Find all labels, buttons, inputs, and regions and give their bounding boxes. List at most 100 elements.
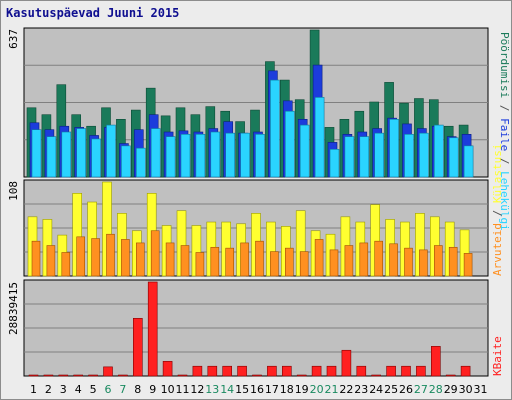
bar-lehekülgi-day-27 — [419, 132, 429, 178]
bar-kbaite-day-19 — [296, 374, 307, 377]
bar-lehekülgi-day-22 — [344, 136, 355, 178]
panel-middle-bars — [27, 181, 473, 277]
bar-kbaite-day-17 — [267, 365, 277, 377]
bar-arvuteid-day-17 — [270, 251, 279, 277]
bar-arvuteid-day-14 — [225, 247, 234, 277]
bar-arvuteid-day-28 — [433, 245, 443, 277]
label-sep-3: / — [491, 203, 504, 223]
panel-middle-right-labels: Arvuteid / Külastusi — [491, 144, 504, 276]
x-tick-label: 10 — [161, 383, 175, 396]
label-pages: Lehekülgi — [498, 171, 511, 231]
bar-arvuteid-day-30 — [463, 253, 473, 277]
bar-arvuteid-day-2 — [46, 245, 56, 277]
x-tick-label: 18 — [280, 383, 294, 396]
bar-lehekülgi-day-23 — [359, 136, 370, 178]
panel-middle-ymax-label: 108 — [7, 181, 20, 201]
bar-kbaite-day-2 — [43, 374, 54, 377]
x-tick-label: 11 — [176, 383, 190, 396]
bar-arvuteid-day-6 — [106, 233, 115, 277]
bar-lehekülgi-day-4 — [76, 128, 86, 178]
x-axis-day-labels: 1 2 3 4 5 6 7 8 9 10 11 12 13 14 15 16 17 18 19 20 21 22 23 24 2… — [30, 383, 488, 396]
bar-kbaite-day-25 — [386, 365, 396, 377]
x-tick-label: 17 — [265, 383, 279, 396]
bar-lehekülgi-day-29 — [448, 137, 459, 178]
bar-lehekülgi-day-11 — [180, 134, 191, 178]
bar-arvuteid-day-8 — [136, 242, 145, 277]
bar-lehekülgi-day-9 — [150, 128, 161, 178]
bar-kbaite-day-26 — [401, 365, 411, 377]
chart-title: Kasutuspäevad Juuni 2015 — [6, 6, 180, 20]
bar-kbaite-day-5 — [88, 374, 98, 377]
x-tick-label: 12 — [190, 383, 204, 396]
bar-kbaite-day-13 — [207, 365, 218, 377]
bar-lehekülgi-day-16 — [255, 134, 265, 178]
bar-kbaite-day-28 — [430, 346, 441, 377]
bar-arvuteid-day-18 — [284, 247, 294, 277]
bar-lehekülgi-day-18 — [284, 110, 295, 178]
panel-top: 637 Pöördumisi / Faile / Lehekülgi — [7, 27, 511, 231]
bar-arvuteid-day-23 — [359, 242, 369, 277]
bar-lehekülgi-day-26 — [404, 134, 414, 178]
bar-kbaite-day-22 — [341, 349, 352, 377]
label-visits: Külastusi — [491, 144, 504, 204]
panel-top-right-labels: Pöördumisi / Faile / Lehekülgi — [498, 32, 511, 231]
x-tick-label: 4 — [75, 383, 82, 396]
panel-top-bars — [26, 29, 474, 178]
bar-lehekülgi-day-15 — [240, 132, 250, 178]
bar-kbaite-day-18 — [281, 365, 292, 377]
bar-arvuteid-day-29 — [448, 246, 458, 277]
bar-lehekülgi-day-21 — [329, 149, 340, 178]
bar-lehekülgi-day-20 — [314, 97, 325, 178]
x-tick-label: 6 — [105, 383, 112, 396]
bar-kbaite-day-14 — [222, 365, 232, 377]
x-tick-label: 5 — [90, 383, 97, 396]
panel-bottom-ymax-label: 28839415 — [7, 282, 20, 335]
x-tick-label: 29 — [444, 383, 458, 396]
x-tick-label: 31 — [474, 383, 488, 396]
bar-lehekülgi-day-3 — [61, 131, 72, 178]
bar-arvuteid-day-1 — [31, 240, 41, 277]
bar-lehekülgi-day-25 — [389, 119, 399, 178]
bar-kbaite-day-10 — [162, 361, 173, 377]
bar-lehekülgi-day-12 — [195, 134, 206, 178]
label-kbytes: KBaite — [491, 336, 504, 376]
bar-arvuteid-day-20 — [314, 239, 324, 277]
bar-kbaite-day-29 — [445, 374, 456, 377]
bar-arvuteid-day-15 — [240, 242, 249, 277]
bar-lehekülgi-day-6 — [106, 124, 116, 178]
label-sep-1: / — [498, 98, 511, 118]
bar-arvuteid-day-24 — [374, 240, 384, 277]
bar-kbaite-day-15 — [237, 365, 247, 377]
bar-lehekülgi-day-14 — [225, 132, 235, 178]
x-tick-label: 3 — [60, 383, 67, 396]
panel-bottom: 28839415 KBaite — [7, 279, 504, 377]
x-tick-label: 24 — [369, 383, 383, 396]
label-hits: Pöördumisi — [498, 32, 511, 98]
x-tick-label: 8 — [134, 383, 141, 396]
bar-arvuteid-day-9 — [150, 230, 160, 277]
bar-kbaite-day-16 — [252, 374, 262, 377]
label-sep-2: / — [498, 151, 511, 171]
x-tick-label: 20 — [310, 383, 324, 396]
panel-top-ymax-label: 637 — [7, 29, 20, 49]
bar-lehekülgi-day-17 — [270, 79, 280, 178]
bar-kbaite-day-23 — [356, 365, 367, 377]
bar-kbaite-day-24 — [371, 374, 382, 377]
x-tick-label: 25 — [384, 383, 398, 396]
bar-arvuteid-day-5 — [91, 238, 100, 277]
x-tick-label: 21 — [325, 383, 339, 396]
x-tick-label: 9 — [149, 383, 156, 396]
x-tick-label: 15 — [235, 383, 249, 396]
bar-arvuteid-day-10 — [165, 242, 175, 277]
panel-bottom-bars — [28, 281, 471, 377]
bar-lehekülgi-day-24 — [374, 132, 385, 178]
x-tick-label: 30 — [459, 383, 473, 396]
bar-arvuteid-day-11 — [180, 245, 190, 277]
bar-arvuteid-day-16 — [255, 240, 264, 277]
bar-lehekülgi-day-8 — [136, 147, 146, 178]
bar-arvuteid-day-25 — [389, 243, 398, 277]
x-tick-label: 27 — [414, 383, 428, 396]
bar-kbaite-day-8 — [133, 318, 143, 377]
bar-arvuteid-day-27 — [419, 249, 428, 277]
bar-kbaite-day-7 — [118, 374, 128, 377]
